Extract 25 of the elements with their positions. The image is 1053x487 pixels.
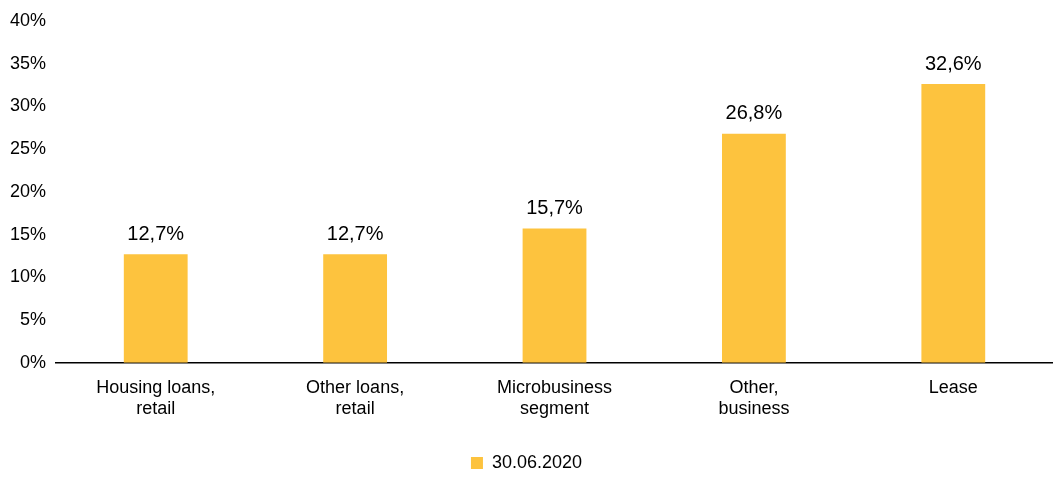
data-label: 15,7%	[526, 196, 584, 219]
y-tick-label: 30%	[10, 95, 47, 116]
bar	[522, 228, 587, 363]
x-tick-label: Microbusiness segment	[496, 376, 613, 419]
y-tick-label: 20%	[10, 180, 47, 201]
y-tick-label: 25%	[10, 138, 47, 159]
x-tick-label: Lease	[928, 376, 978, 397]
legend-label: 30.06.2020	[491, 451, 583, 472]
data-label: 12,7%	[326, 221, 384, 244]
y-tick-label: 10%	[10, 266, 47, 287]
y-tick-label: 35%	[10, 52, 47, 73]
x-tick-label: Other loans, retail	[306, 376, 405, 419]
y-tick-label: 5%	[20, 309, 47, 330]
y-tick-label: 40%	[10, 9, 47, 30]
bar	[123, 254, 188, 363]
bar	[323, 254, 388, 363]
bar	[722, 133, 786, 363]
bar	[921, 84, 986, 363]
data-label: 12,7%	[127, 221, 185, 244]
data-label: 26,8%	[725, 101, 783, 124]
x-tick-label: Housing loans, retail	[96, 376, 216, 419]
data-label: 32,6%	[924, 51, 982, 74]
x-tick-label: Other, business	[718, 376, 790, 419]
y-tick-label: 15%	[10, 223, 47, 244]
y-tick-label: 0%	[20, 351, 47, 372]
